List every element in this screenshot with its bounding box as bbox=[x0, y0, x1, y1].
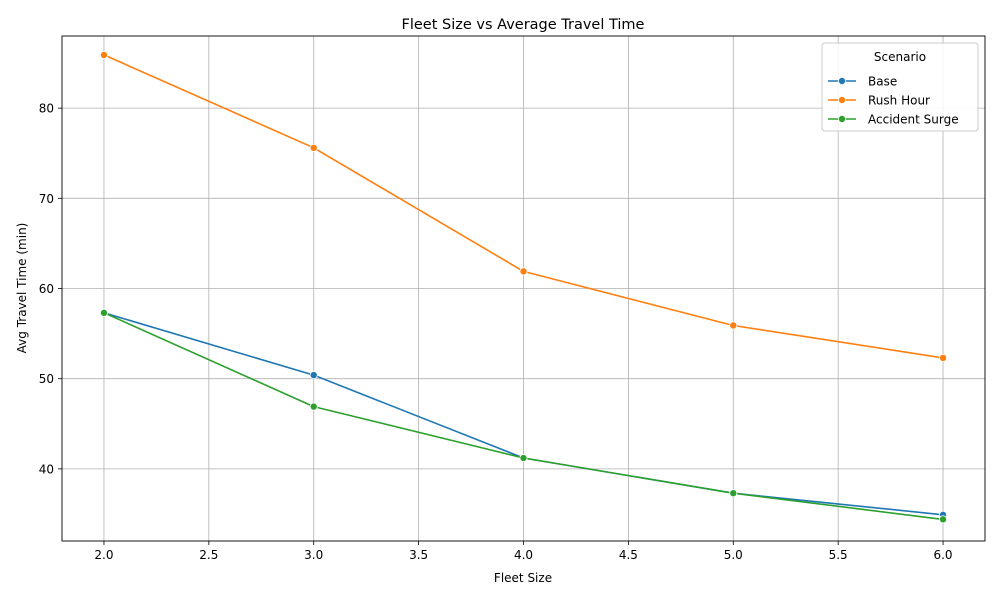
data-point bbox=[309, 143, 318, 152]
y-tick-label: 60 bbox=[39, 282, 54, 296]
data-point bbox=[99, 50, 108, 59]
legend-marker bbox=[838, 77, 847, 86]
data-point bbox=[939, 515, 948, 524]
data-point bbox=[519, 454, 528, 463]
data-point bbox=[309, 402, 318, 411]
y-tick-label: 40 bbox=[39, 462, 54, 476]
series-accident-surge bbox=[99, 308, 948, 524]
x-tick-label: 2.0 bbox=[94, 548, 113, 562]
legend-label: Base bbox=[868, 75, 897, 89]
x-tick-label: 6.0 bbox=[933, 548, 952, 562]
legend-label: Accident Surge bbox=[868, 113, 959, 127]
x-tick-label: 3.0 bbox=[304, 548, 323, 562]
x-tick-label: 4.0 bbox=[514, 548, 533, 562]
x-tick-label: 5.5 bbox=[829, 548, 848, 562]
legend-marker bbox=[838, 96, 847, 105]
y-tick-label: 80 bbox=[39, 102, 54, 116]
data-point bbox=[99, 308, 108, 317]
data-point bbox=[939, 353, 948, 362]
x-tick-label: 3.5 bbox=[409, 548, 428, 562]
data-point bbox=[729, 489, 738, 498]
series-layer bbox=[99, 50, 948, 524]
x-tick-label: 5.0 bbox=[724, 548, 743, 562]
data-point bbox=[309, 371, 318, 380]
x-axis-label: Fleet Size bbox=[494, 571, 552, 585]
y-axis: 40 50 60 70 80 bbox=[39, 102, 62, 476]
y-tick-label: 50 bbox=[39, 372, 54, 386]
y-axis-label: Avg Travel Time (min) bbox=[15, 223, 29, 354]
legend-items: Base Rush Hour Accident Surge bbox=[828, 75, 959, 127]
y-tick-label: 70 bbox=[39, 192, 54, 206]
legend-box bbox=[821, 42, 979, 132]
legend-title: Scenario bbox=[874, 50, 926, 64]
series-rush-hour bbox=[99, 50, 948, 362]
chart-title: Fleet Size vs Average Travel Time bbox=[402, 17, 645, 33]
x-tick-label: 4.5 bbox=[619, 548, 638, 562]
data-point bbox=[519, 267, 528, 276]
x-tick-label: 2.5 bbox=[199, 548, 218, 562]
legend-item: Rush Hour bbox=[828, 94, 930, 108]
legend-label: Rush Hour bbox=[868, 94, 930, 108]
legend-marker bbox=[838, 115, 847, 124]
legend-item: Accident Surge bbox=[828, 113, 959, 127]
legend: Scenario Base Rush Hour Accident Surge bbox=[821, 42, 979, 132]
data-point bbox=[729, 321, 738, 330]
legend-item: Base bbox=[828, 75, 897, 89]
x-axis: 2.0 2.5 3.0 3.5 4.0 4.5 5.0 5.5 6.0 bbox=[94, 541, 953, 562]
